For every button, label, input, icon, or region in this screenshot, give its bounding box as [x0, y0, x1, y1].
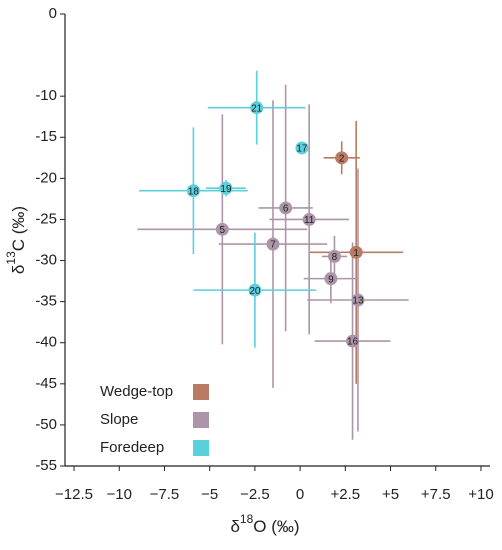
y-tick-label: -15: [35, 128, 57, 145]
x-tick-label: −12.5: [55, 486, 93, 503]
point-label: 1: [353, 248, 359, 259]
point-label: 5: [220, 225, 226, 236]
point: [250, 101, 264, 115]
y-tick-label: -10: [35, 87, 57, 104]
point-label: 16: [347, 337, 359, 348]
y-tick-label: -20: [35, 169, 57, 186]
legend-label: Foredeep: [100, 439, 164, 456]
point-label: 9: [328, 274, 334, 285]
x-tick-label: −5: [201, 486, 218, 503]
y-axis-label: δ13C (‰): [4, 206, 28, 274]
point-label: 21: [251, 103, 263, 114]
x-tick-label: +10: [468, 486, 493, 503]
point-label: 2: [339, 153, 345, 164]
y-tick-label: -30: [35, 252, 57, 269]
y-tick-label: -25: [35, 210, 57, 227]
point: [186, 184, 200, 198]
point-label: 6: [283, 204, 289, 215]
point: [349, 245, 363, 259]
x-tick-label: +7.5: [421, 486, 451, 503]
point-label: 18: [188, 186, 200, 197]
point-label: 11: [304, 215, 315, 226]
point: [351, 293, 365, 307]
y-tick-label: -40: [35, 334, 57, 351]
legend-swatch: [193, 384, 209, 400]
x-tick-label: −7.5: [150, 486, 180, 503]
legend-swatch: [193, 412, 209, 428]
y-tick-label: -45: [35, 375, 57, 392]
legend-label: Slope: [100, 411, 138, 428]
x-tick-label: +5: [382, 486, 399, 503]
legend-label: Wedge-top: [100, 383, 173, 400]
y-tick-label: -50: [35, 416, 57, 433]
point: [248, 283, 262, 297]
x-axis-label: δ18O (‰): [230, 512, 299, 536]
point: [266, 237, 280, 251]
y-tick-label: 0: [49, 5, 57, 22]
point: [215, 222, 229, 236]
x-tick-label: 0: [296, 486, 304, 503]
point-label: 17: [296, 144, 308, 155]
legend-swatch: [193, 440, 209, 456]
point: [335, 151, 349, 165]
point-label: 8: [332, 252, 338, 263]
point-label: 20: [249, 286, 261, 297]
point: [346, 334, 360, 348]
point-label: 7: [270, 240, 276, 251]
point: [279, 201, 293, 215]
point-label: 13: [352, 296, 364, 307]
y-tick-label: -55: [35, 457, 57, 474]
point-label: 19: [220, 184, 232, 195]
x-tick-label: +2.5: [331, 486, 361, 503]
point: [324, 272, 338, 286]
point: [219, 181, 233, 195]
point: [295, 141, 309, 155]
x-tick-label: −10: [107, 486, 132, 503]
x-tick-label: −2.5: [240, 486, 270, 503]
point: [327, 249, 341, 263]
y-tick-label: -35: [35, 293, 57, 310]
point: [302, 212, 316, 226]
